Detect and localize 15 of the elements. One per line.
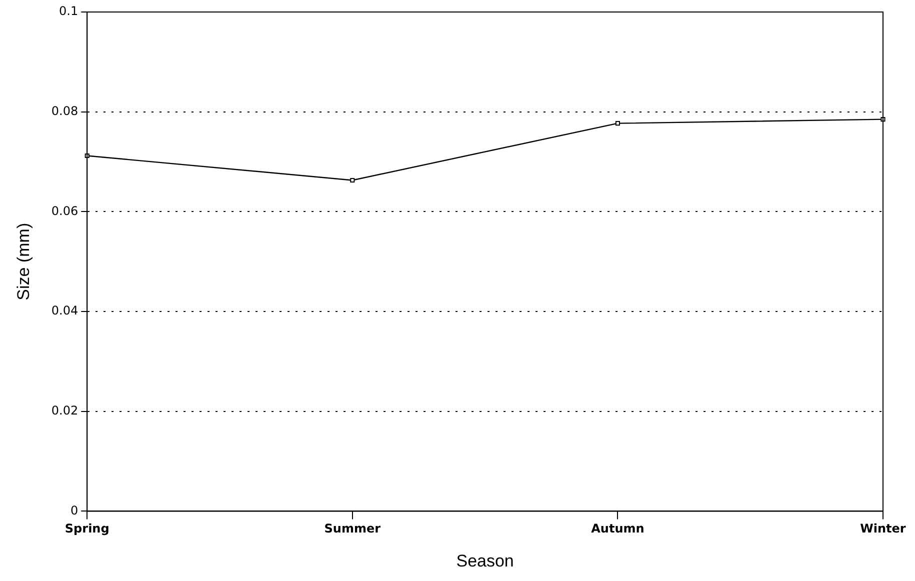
x-tick-label: Summer (324, 522, 381, 536)
y-tick-label: 0.1 (59, 4, 78, 18)
point (615, 121, 620, 126)
x-tick-label: Autumn (591, 522, 644, 536)
y-tick-label: 0.06 (51, 204, 78, 218)
y-tick-label: 0.08 (51, 104, 78, 118)
x-tick-label: Winter (860, 522, 906, 536)
point (350, 178, 355, 182)
y-axis-title: Size (mm) (14, 222, 33, 300)
x-axis-title: Season (456, 551, 514, 570)
y-tick-label: 0 (70, 503, 78, 518)
y-tick-label: 0.02 (51, 403, 78, 418)
x-tick-label: Spring (64, 522, 110, 536)
y-tick-label: 0.04 (51, 304, 78, 318)
point (880, 117, 886, 122)
